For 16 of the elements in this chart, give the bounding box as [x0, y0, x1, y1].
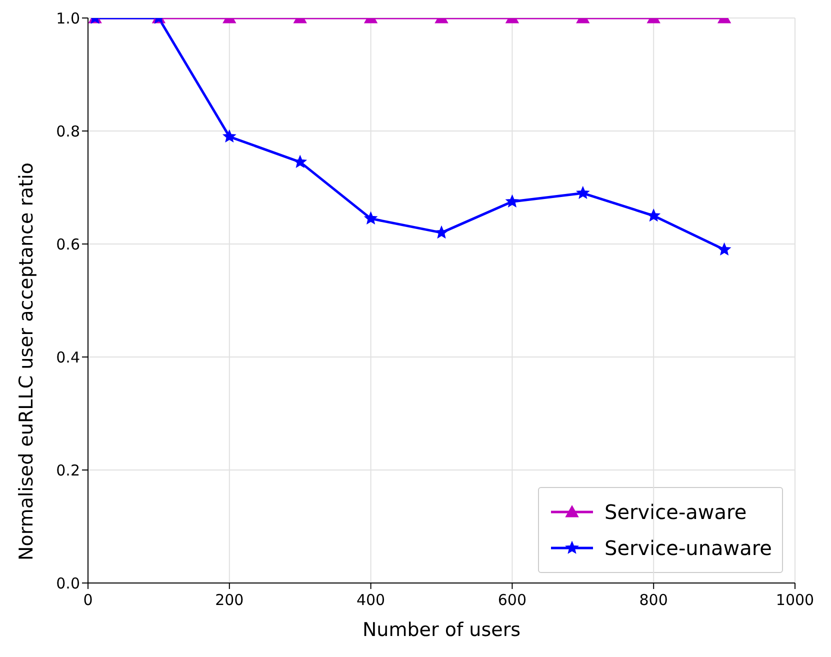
y-tick-label: 0.4: [56, 348, 80, 366]
legend-label: Service-aware: [604, 500, 747, 524]
x-tick-label: 0: [83, 591, 93, 609]
x-tick-label: 200: [215, 591, 244, 609]
x-tick-label: 1000: [776, 591, 814, 609]
x-axis-title: Number of users: [362, 619, 521, 641]
legend-label: Service-unaware: [604, 536, 772, 560]
y-tick-label: 0.2: [56, 461, 80, 480]
x-tick-label: 600: [498, 591, 527, 609]
x-tick-label: 800: [639, 591, 668, 609]
y-tick-label: 1.0: [56, 9, 80, 28]
y-tick-label: 0.6: [56, 235, 80, 254]
y-tick-label: 0.0: [56, 574, 80, 592]
x-tick-label: 400: [356, 591, 386, 609]
y-tick-label: 0.8: [56, 122, 80, 140]
y-axis-title: Normalised euRLLC user acceptance ratio: [16, 162, 38, 560]
